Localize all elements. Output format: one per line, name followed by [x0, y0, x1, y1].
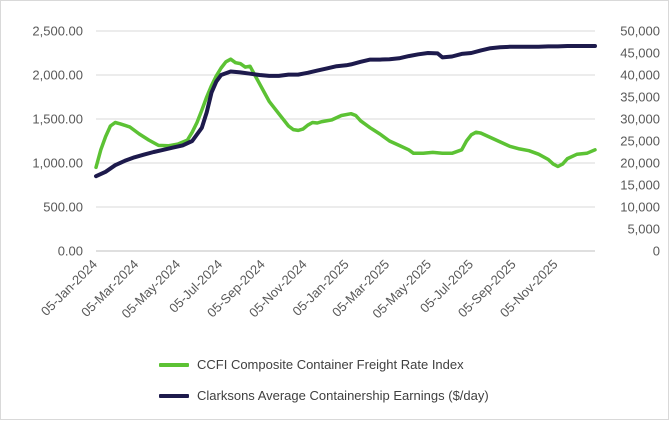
y-right-tick-label: 15,000 [620, 178, 660, 193]
y-right-tick-label: 30,000 [620, 112, 660, 127]
y-left-tick-label: 500.00 [43, 200, 83, 215]
y-right-tick-label: 40,000 [620, 68, 660, 83]
legend-label-ccfi: CCFI Composite Container Freight Rate In… [197, 357, 464, 372]
y-right-tick-label: 5,000 [627, 222, 660, 237]
legend-swatch-ccfi [159, 362, 189, 367]
y-left-tick-label: 1,500.00 [32, 112, 83, 127]
y-right-tick-label: 45,000 [620, 46, 660, 61]
clarksons-series-line [94, 44, 597, 179]
y-left-tick-label: 2,500.00 [32, 24, 83, 39]
y-left-tick-label: 2,000.00 [32, 68, 83, 83]
y-left-tick-label: 1,000.00 [32, 156, 83, 171]
y-right-tick-label: 50,000 [620, 24, 660, 39]
ccfi-series-line [94, 57, 597, 170]
y-right-tick-label: 0 [653, 244, 660, 259]
y-right-tick-label: 10,000 [620, 200, 660, 215]
y-right-tick-label: 35,000 [620, 90, 660, 105]
y-right-tick-label: 20,000 [620, 156, 660, 171]
y-left-tick-label: 0.00 [58, 244, 83, 259]
legend-swatch-clarksons [159, 393, 189, 398]
legend-label-clarksons: Clarksons Average Containership Earnings… [197, 388, 489, 403]
legend-item-ccfi: CCFI Composite Container Freight Rate In… [159, 357, 464, 372]
legend-item-clarksons: Clarksons Average Containership Earnings… [159, 388, 489, 403]
y-right-tick-label: 25,000 [620, 134, 660, 149]
